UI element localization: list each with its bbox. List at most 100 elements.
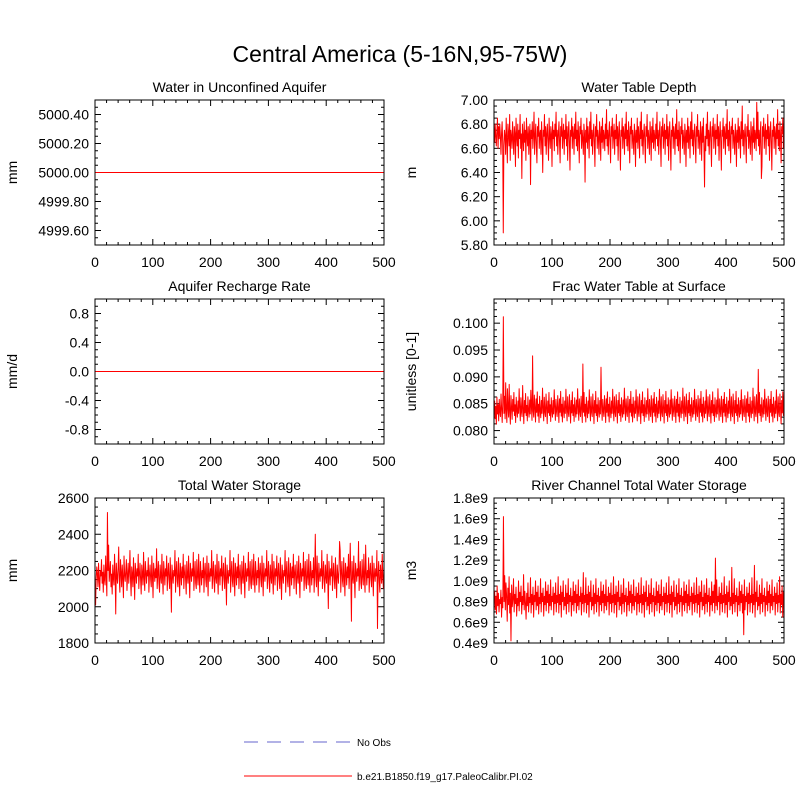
y-tick-label: -0.8 [65, 422, 89, 438]
figure-title: Central America (5-16N,95-75W) [233, 41, 568, 67]
y-tick-label: 6.60 [461, 140, 488, 156]
y-tick-label: 1.6e9 [453, 511, 488, 527]
y-tick-label: 5000.00 [38, 165, 89, 181]
series-line [94, 512, 385, 629]
x-tick-label: 200 [598, 453, 622, 469]
y-tick-label: 0.8e9 [453, 594, 488, 610]
x-tick-label: 300 [257, 652, 281, 668]
legend: No Obs b.e21.B1850.f19_g17.PaleoCalibr.P… [244, 738, 533, 783]
panel-title: Frac Water Table at Surface [552, 278, 726, 294]
x-tick-label: 400 [315, 254, 339, 270]
y-tick-label: 0.4 [70, 335, 90, 351]
y-axis-label: mm [4, 559, 20, 582]
x-tick-label: 200 [199, 254, 223, 270]
x-tick-label: 300 [656, 453, 680, 469]
y-tick-label: 0.0 [70, 364, 90, 380]
x-tick-label: 100 [141, 652, 165, 668]
x-tick-label: 500 [372, 652, 396, 668]
y-tick-label: 6.40 [461, 165, 488, 181]
y-tick-label: 0.080 [453, 423, 488, 439]
y-tick-label: 0.4e9 [453, 635, 488, 651]
x-tick-label: 0 [91, 652, 99, 668]
x-tick-label: 400 [714, 453, 738, 469]
x-tick-label: 400 [315, 652, 339, 668]
x-tick-label: 300 [656, 652, 680, 668]
y-tick-label: 0.8 [70, 306, 90, 322]
x-tick-label: 300 [257, 453, 281, 469]
y-tick-label: 0.090 [453, 369, 488, 385]
x-tick-label: 500 [772, 254, 796, 270]
y-tick-label: 2200 [58, 563, 89, 579]
y-tick-label: 5000.20 [38, 136, 89, 152]
series-line [493, 316, 785, 425]
chart-panel-recharge-rate: Aquifer Recharge Rate mm/d 0 100 200 300 400 50… [4, 278, 396, 469]
y-tick-label: 0.095 [453, 342, 488, 358]
x-tick-label: 400 [315, 453, 339, 469]
x-tick-label: 100 [141, 453, 165, 469]
chart-panel-river-channel-storage: River Channel Total Water Storage m3 0 100 2… [403, 477, 796, 668]
panel-title: River Channel Total Water Storage [531, 477, 747, 493]
chart-panel-aquifer: Water in Unconfined Aquifer mm 0 100 200 300 4… [4, 79, 396, 270]
x-tick-label: 0 [490, 652, 498, 668]
plot-frame [493, 298, 785, 445]
y-axis-label: mm/d [4, 354, 20, 389]
y-tick-label: 0.085 [453, 396, 488, 412]
series-line [493, 516, 785, 642]
y-tick-label: 4999.60 [38, 223, 89, 239]
plot-frame [493, 99, 785, 246]
x-tick-label: 500 [772, 453, 796, 469]
y-tick-label: 1.4e9 [453, 531, 488, 547]
y-tick-label: 2600 [58, 490, 89, 506]
x-tick-label: 200 [199, 453, 223, 469]
y-tick-label: 2400 [58, 526, 89, 542]
x-tick-label: 400 [714, 652, 738, 668]
x-tick-label: 200 [598, 652, 622, 668]
chart-panel-total-water-storage: Total Water Storage mm 0 100 200 300 400 500 180… [4, 477, 396, 668]
y-tick-label: 5.80 [461, 237, 488, 253]
x-tick-label: 100 [141, 254, 165, 270]
x-tick-label: 300 [656, 254, 680, 270]
y-tick-label: 1.8e9 [453, 490, 488, 506]
y-tick-label: 1.2e9 [453, 552, 488, 568]
chart-panel-water-table-depth: Water Table Depth m 0 100 200 300 400 500 5.80 6.… [403, 79, 796, 270]
x-tick-label: 300 [257, 254, 281, 270]
x-tick-label: 0 [490, 254, 498, 270]
plot-frame [94, 497, 385, 644]
plot-frame [493, 497, 785, 644]
chart-panel-frac-water-table: Frac Water Table at Surface unitless [0-1… [403, 278, 796, 469]
y-tick-label: 1.0e9 [453, 573, 488, 589]
series-line [493, 101, 785, 234]
x-tick-label: 100 [540, 453, 564, 469]
y-tick-label: 6.80 [461, 116, 488, 132]
legend-label-model: b.e21.B1850.f19_g17.PaleoCalibr.PI.02 [357, 772, 533, 783]
y-tick-label: 7.00 [461, 92, 488, 108]
x-tick-label: 400 [714, 254, 738, 270]
x-tick-label: 0 [490, 453, 498, 469]
y-tick-label: 6.00 [461, 213, 488, 229]
panel-title: Water Table Depth [581, 79, 696, 95]
x-tick-label: 500 [372, 254, 396, 270]
y-tick-label: 0.6e9 [453, 614, 488, 630]
y-axis-label: m3 [403, 561, 419, 581]
x-tick-label: 500 [772, 652, 796, 668]
x-tick-label: 100 [540, 254, 564, 270]
x-tick-label: 500 [372, 453, 396, 469]
y-tick-label: 2000 [58, 599, 89, 615]
y-tick-label: 6.20 [461, 189, 488, 205]
plot-frame [94, 298, 385, 445]
x-tick-label: 200 [199, 652, 223, 668]
legend-label-no-obs: No Obs [357, 738, 391, 749]
y-axis-label: m [403, 167, 419, 179]
y-tick-label: -0.4 [65, 393, 89, 409]
y-tick-label: 5000.40 [38, 107, 89, 123]
panel-title: Aquifer Recharge Rate [168, 278, 311, 294]
y-axis-label: unitless [0-1] [403, 332, 419, 411]
y-axis-label: mm [4, 161, 20, 184]
x-tick-label: 200 [598, 254, 622, 270]
plot-frame [94, 99, 385, 246]
panel-title: Total Water Storage [178, 477, 301, 493]
y-tick-label: 1800 [58, 635, 89, 651]
x-tick-label: 0 [91, 254, 99, 270]
panel-title: Water in Unconfined Aquifer [153, 79, 327, 95]
